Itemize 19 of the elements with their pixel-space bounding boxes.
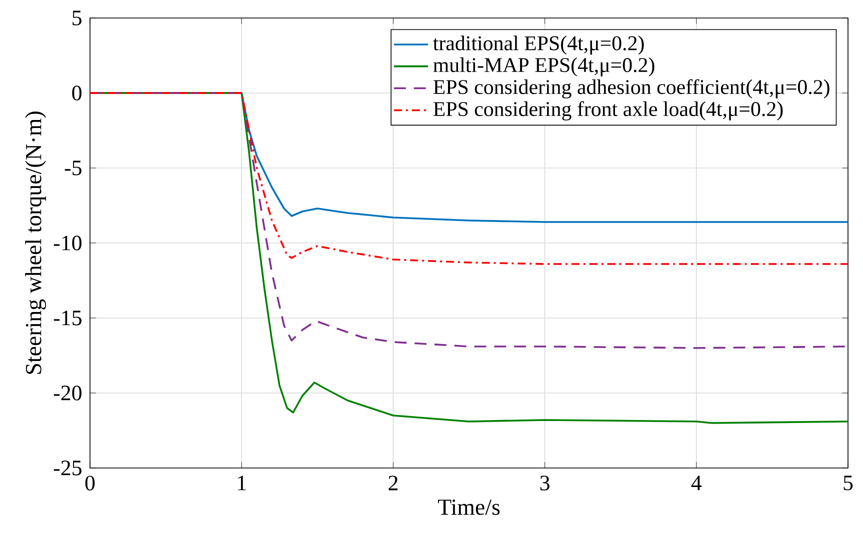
y-tick-label: -25 [54, 460, 82, 476]
legend-label: multi-MAP EPS(4t,μ=0.2) [433, 57, 654, 76]
y-tick-label: -10 [54, 236, 82, 250]
x-tick-label: 5 [844, 476, 853, 490]
y-tick-label: 0 [72, 86, 82, 100]
y-axis-title: Steering wheel torque/(N·m) [25, 112, 46, 374]
x-tick-label: 0 [85, 476, 95, 490]
legend-label: EPS considering front axle load(4t,μ=0.2) [433, 101, 783, 120]
y-tick-label: -5 [64, 160, 82, 176]
y-tick-label: -15 [54, 310, 82, 326]
x-tick-label: 2 [388, 476, 398, 490]
y-tick-label: 5 [72, 10, 82, 26]
legend-label: EPS considering adhesion coefficient(4t,μ=0.2) [433, 79, 830, 98]
x-tick-label: 4 [691, 476, 702, 490]
y-tick-label: -20 [54, 386, 82, 400]
legend-label: traditional EPS(4t,μ=0.2) [433, 36, 644, 55]
x-tick-label: 3 [540, 476, 550, 490]
x-axis-title: Time/s [438, 500, 500, 515]
x-tick-label: 1 [238, 476, 246, 490]
